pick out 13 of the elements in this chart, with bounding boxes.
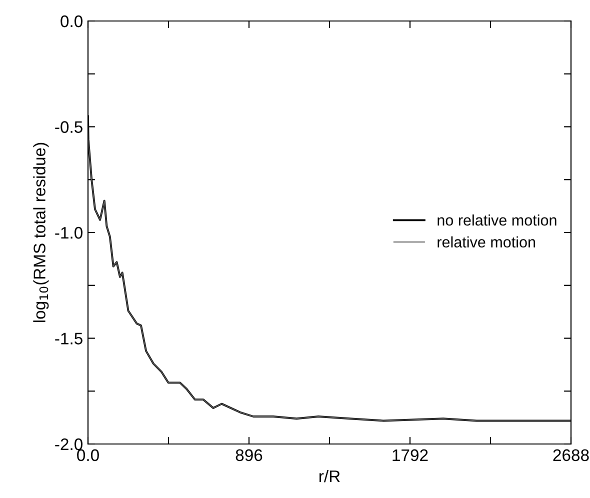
y-tick-label: -0.5 xyxy=(55,121,82,133)
x-axis-title: r/R xyxy=(320,470,340,482)
legend-label: relative motion xyxy=(438,236,536,248)
y-tick-label: 0.0 xyxy=(60,15,82,28)
y-tick-label: -1.5 xyxy=(55,332,82,344)
x-tick-label: 0.0 xyxy=(77,449,99,462)
x-tick-label: 2688 xyxy=(553,449,589,462)
y-axis-title: log$_{10}$(RMS total residue) xyxy=(33,142,49,322)
y-tick-label: -1.0 xyxy=(55,226,82,239)
legend-label: no relative motion xyxy=(438,214,556,226)
x-tick-label: 1792 xyxy=(392,449,428,462)
y-tick-label: -2.0 xyxy=(55,438,82,450)
x-tick-label: 896 xyxy=(236,449,262,462)
